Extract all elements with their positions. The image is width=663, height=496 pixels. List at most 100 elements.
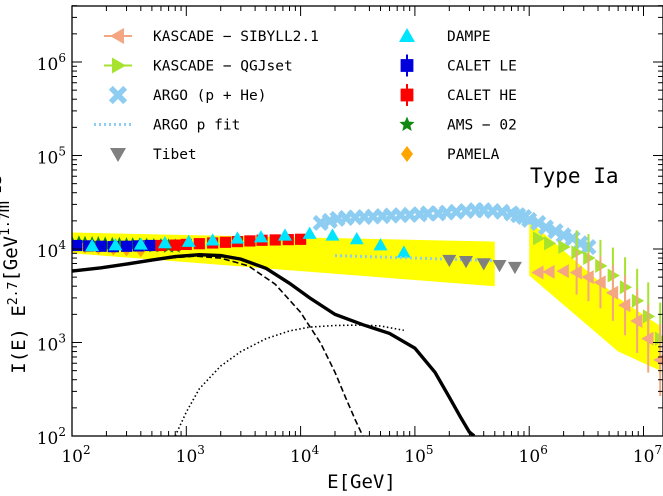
argo-p-fit-line — [334, 254, 495, 263]
legend-marker — [401, 146, 413, 162]
data-point — [230, 231, 245, 244]
series-9 — [531, 250, 663, 396]
data-point — [556, 264, 569, 279]
legend-marker — [110, 148, 126, 162]
data-point — [373, 238, 388, 251]
legend-item: ARGO (p + He) — [108, 85, 267, 105]
data-point — [244, 235, 256, 247]
legend-item: DAMPE — [399, 28, 491, 45]
legend-label: CALET HE — [447, 88, 517, 104]
x-tick-label: 107 — [633, 443, 662, 467]
legend-label: DAMPE — [447, 29, 491, 45]
legend-marker — [400, 88, 414, 102]
y-axis-title: I(E) E2.7[GeV1.7m-2s-1sr-1] — [0, 108, 30, 374]
data-point — [605, 285, 619, 300]
series-6 — [334, 254, 495, 263]
legend-item: AMS − 02 — [399, 116, 517, 134]
data-point — [181, 234, 196, 247]
legend-marker — [112, 57, 126, 74]
axis-ticks — [71, 5, 663, 437]
data-point — [108, 238, 123, 251]
legend-item: Tibet — [110, 147, 197, 163]
curve-dashed — [72, 255, 364, 436]
data-point — [542, 264, 555, 279]
data-point — [641, 331, 654, 346]
legend-label: ARGO (p + He) — [153, 88, 267, 104]
y-tick-label: 105 — [37, 145, 66, 169]
x-tick-label: 105 — [404, 443, 433, 467]
data-point — [295, 233, 307, 245]
data-point — [544, 236, 557, 251]
data-point — [547, 223, 564, 240]
x-tick-labels: 102 103 104 105 106 107 — [61, 443, 662, 467]
legend-marker — [108, 85, 128, 105]
data-point — [205, 233, 220, 246]
data-point — [593, 275, 606, 290]
legend-label: PAMELA — [447, 147, 500, 163]
legend-label: KASCADE − QGJset — [153, 59, 293, 75]
legend-label: Tibet — [153, 147, 197, 163]
data-series — [72, 202, 663, 396]
y-tick-label: 103 — [37, 332, 66, 356]
data-point — [492, 260, 507, 273]
data-point — [277, 228, 292, 241]
legend-item: PAMELA — [401, 146, 500, 163]
x-tick-label: 102 — [61, 443, 90, 467]
data-point — [193, 238, 205, 250]
data-point — [476, 258, 491, 271]
legend-item: CALET LE — [400, 54, 517, 77]
data-point — [144, 239, 156, 252]
data-point — [85, 238, 100, 252]
data-point — [531, 265, 544, 280]
model-curves — [72, 252, 476, 436]
data-point — [133, 237, 148, 250]
type-annotation: Type Ia — [530, 164, 619, 188]
data-point — [325, 228, 340, 241]
data-point — [442, 254, 457, 268]
y-tick-label: 104 — [37, 238, 67, 262]
series-7 — [442, 254, 522, 275]
x-tick-label: 106 — [519, 443, 548, 467]
data-point — [253, 230, 268, 243]
data-point — [507, 261, 522, 275]
y-tick-label: 106 — [37, 51, 66, 75]
legend-marker — [110, 28, 124, 44]
curve-dotted — [174, 324, 404, 436]
band-1 — [529, 220, 661, 371]
legend-item: KASCADE − QGJset — [104, 57, 293, 75]
x-axis-title: E[GeV] — [327, 471, 396, 493]
data-point — [537, 219, 554, 236]
legend-item: ARGO p fit — [94, 118, 240, 134]
data-point — [349, 231, 364, 245]
data-point — [169, 239, 181, 251]
legend-marker — [400, 59, 414, 72]
legend-label: ARGO p fit — [153, 118, 240, 134]
data-point — [72, 239, 83, 252]
data-point — [569, 265, 582, 280]
legend-label: AMS − 02 — [447, 118, 517, 134]
legend-label: KASCADE − SIBYLL2.1 — [153, 29, 319, 45]
y-tick-label: 102 — [37, 425, 66, 449]
data-point — [302, 226, 317, 239]
data-point — [630, 313, 643, 328]
legend-item: KASCADE − SIBYLL2.1 — [104, 28, 319, 45]
data-point — [120, 240, 133, 252]
data-point — [533, 231, 546, 246]
data-point — [459, 255, 474, 269]
data-point — [396, 245, 411, 258]
legend-marker — [399, 116, 415, 131]
series-5 — [312, 202, 597, 256]
data-point — [618, 298, 631, 313]
data-point — [95, 240, 107, 252]
legend-item: CALET HE — [400, 84, 517, 106]
data-point — [157, 235, 172, 249]
y-tick-labels: 102 103 104 105 106 — [37, 51, 67, 449]
legend: KASCADE − SIBYLL2.1 DAMPE KASCADE − QGJset… — [94, 28, 517, 163]
x-tick-label: 104 — [290, 443, 320, 467]
series-4 — [85, 226, 411, 258]
data-point — [269, 234, 281, 246]
data-point — [558, 240, 571, 255]
data-point — [581, 270, 594, 285]
data-point — [219, 236, 232, 248]
